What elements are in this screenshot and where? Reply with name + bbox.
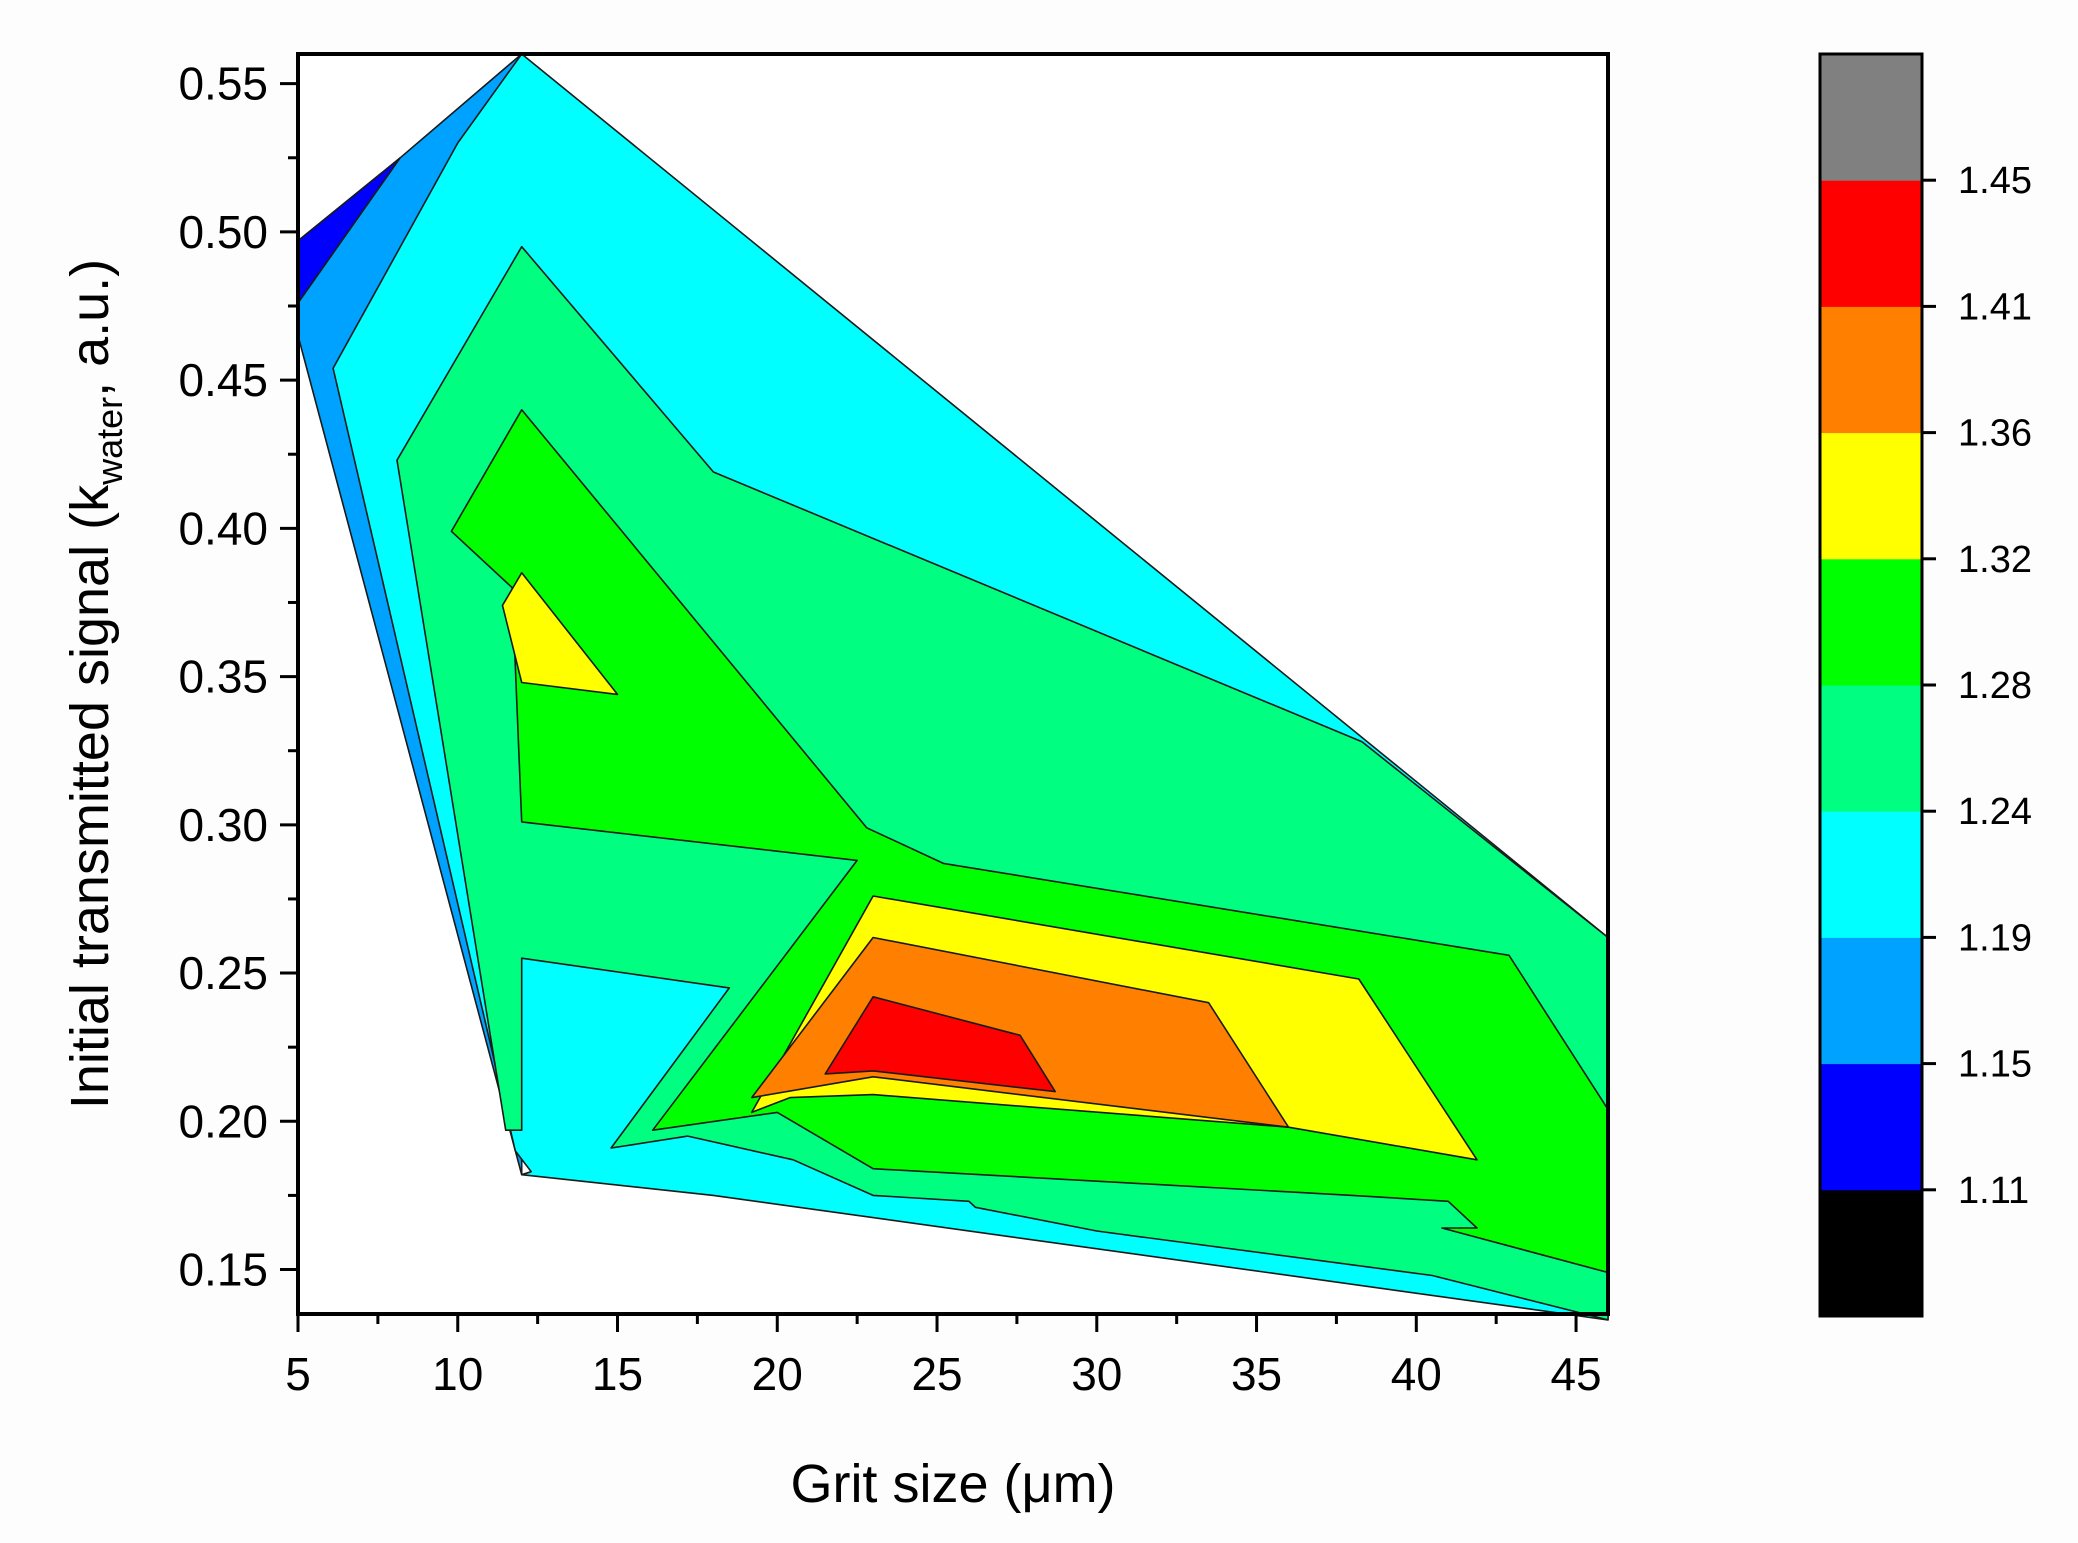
y-axis-title-prefix: Initial transmitted signal (k [60, 484, 120, 1109]
colorbar-swatch [1820, 811, 1922, 938]
x-tick-label: 25 [911, 1348, 962, 1400]
x-axis-title: Grit size (μm) [790, 1454, 1115, 1514]
colorbar-label: 1.19 [1958, 917, 2032, 959]
y-tick-label: 0.20 [178, 1095, 268, 1147]
x-tick-label: 45 [1550, 1348, 1601, 1400]
colorbar: 1.11 1.15 1.19 1.24 1.28 1.32 1.36 1.41 1.45 [1818, 52, 2032, 1318]
x-tick-label: 30 [1071, 1348, 1122, 1400]
x-tick-label: 40 [1391, 1348, 1442, 1400]
x-tick-label: 20 [752, 1348, 803, 1400]
colorbar-label: 1.45 [1958, 160, 2032, 202]
colorbar-swatch [1820, 432, 1922, 560]
x-tick-label: 15 [592, 1348, 643, 1400]
colorbar-label: 1.11 [1958, 1170, 2029, 1212]
colorbar-swatch [1820, 937, 1922, 1065]
y-tick-label: 0.15 [178, 1244, 268, 1296]
colorbar-swatch [1820, 180, 1922, 307]
colorbar-label: 1.28 [1958, 665, 2032, 707]
x-tick-label: 35 [1231, 1348, 1282, 1400]
colorbar-label: 1.41 [1958, 286, 2032, 328]
y-tick-label: 0.50 [178, 206, 268, 258]
colorbar-swatch [1820, 558, 1922, 686]
colorbar-swatch [1820, 54, 1922, 181]
colorbar-swatch [1820, 1189, 1922, 1317]
y-tick-label: 0.25 [178, 947, 268, 999]
y-tick-label: 0.55 [178, 58, 268, 110]
contour-region-8 [824, 995, 1056, 1093]
colorbar-label: 1.24 [1958, 791, 2032, 833]
contour-region-6 [501, 571, 619, 696]
x-tick-label: 5 [285, 1348, 311, 1400]
x-axis: 5 10 15 20 25 30 35 40 45 [285, 1314, 1602, 1400]
colorbar-label: 1.36 [1958, 413, 2032, 455]
plot-frame [296, 52, 1610, 1316]
colorbar-label: 1.32 [1958, 539, 2032, 581]
colorbar-swatch [1820, 685, 1922, 812]
y-tick-label: 0.30 [178, 799, 268, 851]
y-axis-title: Initial transmitted signal (kwater, a.u.… [60, 259, 130, 1109]
y-axis-title-subscript: water [89, 397, 130, 486]
contour-region-7 [750, 936, 1290, 1128]
x-tick-label: 10 [432, 1348, 483, 1400]
y-tick-label: 0.45 [178, 354, 268, 406]
y-tick-label: 0.40 [178, 502, 268, 554]
colorbar-swatch [1820, 306, 1922, 434]
y-axis: 0.15 0.20 0.25 0.30 0.35 0.40 0.45 0.50 0.55 [178, 58, 298, 1296]
y-axis-title-suffix: , a.u.) [60, 259, 120, 397]
colorbar-swatch [1820, 1063, 1922, 1191]
y-tick-label: 0.35 [178, 651, 268, 703]
colorbar-label: 1.15 [1958, 1044, 2032, 1086]
contour-regions [297, 53, 1609, 1321]
